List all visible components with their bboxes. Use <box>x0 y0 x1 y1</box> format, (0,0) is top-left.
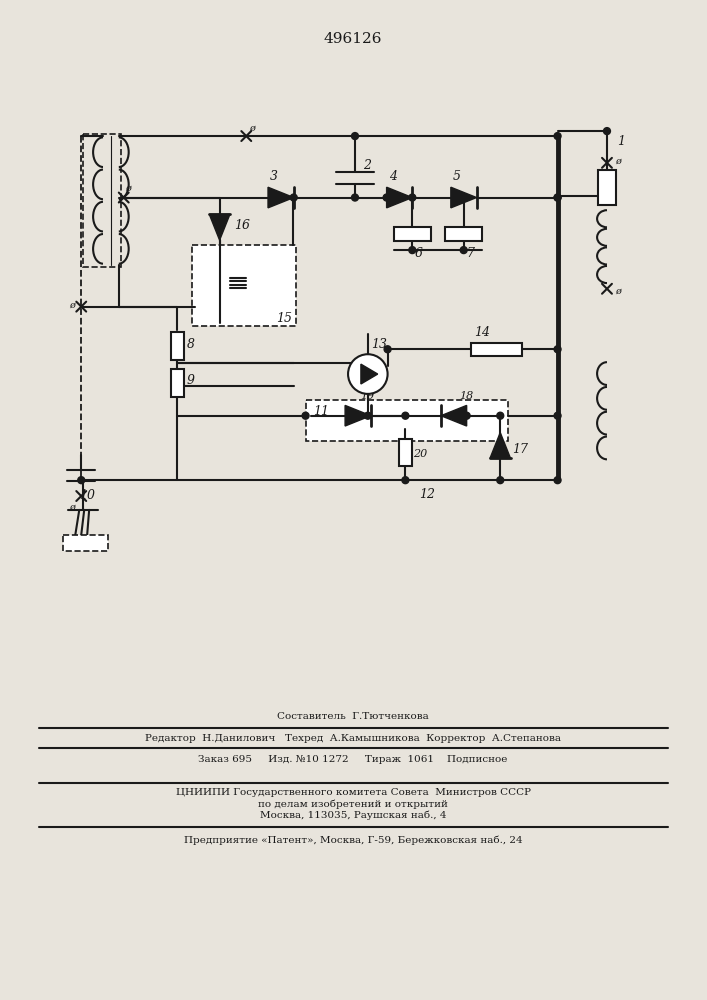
FancyBboxPatch shape <box>192 245 296 326</box>
Polygon shape <box>441 405 467 426</box>
Text: 6: 6 <box>414 247 422 260</box>
Text: ø: ø <box>124 184 131 193</box>
Bar <box>170 332 184 360</box>
FancyBboxPatch shape <box>64 535 108 551</box>
Circle shape <box>383 194 390 201</box>
Polygon shape <box>490 433 510 458</box>
Text: 13: 13 <box>370 338 387 351</box>
Text: 17: 17 <box>512 443 528 456</box>
Text: 20: 20 <box>414 449 428 459</box>
Circle shape <box>402 412 409 419</box>
Polygon shape <box>361 364 378 384</box>
Text: 8: 8 <box>187 338 195 351</box>
Circle shape <box>384 346 391 353</box>
Polygon shape <box>209 214 230 240</box>
Circle shape <box>364 412 371 419</box>
Text: ø: ø <box>615 156 621 165</box>
FancyBboxPatch shape <box>305 400 508 440</box>
Circle shape <box>554 194 561 201</box>
Text: 19: 19 <box>360 391 374 401</box>
Text: 4: 4 <box>389 170 397 183</box>
Text: Заказ 695     Изд. №10 1272     Тираж  1061    Подписное: Заказ 695 Изд. №10 1272 Тираж 1061 Подпи… <box>199 755 508 764</box>
Text: 16: 16 <box>235 219 250 232</box>
Polygon shape <box>345 405 370 426</box>
Text: Предприятие «Патент», Москва, Г-59, Бережковская наб., 24: Предприятие «Патент», Москва, Г-59, Бере… <box>184 835 522 845</box>
Bar <box>471 343 522 356</box>
Circle shape <box>604 128 610 135</box>
Text: 12: 12 <box>419 488 436 501</box>
Circle shape <box>554 194 561 201</box>
Circle shape <box>291 194 297 201</box>
Circle shape <box>348 354 387 394</box>
Text: ø: ø <box>69 502 75 511</box>
Text: 14: 14 <box>474 326 491 339</box>
Bar <box>445 227 482 241</box>
Polygon shape <box>451 187 477 208</box>
Text: 3: 3 <box>270 170 278 183</box>
Circle shape <box>302 412 309 419</box>
Text: ø: ø <box>250 124 255 133</box>
Bar <box>170 369 184 397</box>
Circle shape <box>554 477 561 484</box>
Circle shape <box>497 477 503 484</box>
Bar <box>598 170 616 205</box>
Text: 5: 5 <box>452 170 461 183</box>
Circle shape <box>463 412 470 419</box>
Polygon shape <box>387 187 412 208</box>
Text: ø: ø <box>69 301 75 310</box>
Polygon shape <box>268 187 293 208</box>
Text: 11: 11 <box>313 405 329 418</box>
Circle shape <box>554 346 561 353</box>
Text: 18: 18 <box>459 391 473 401</box>
Text: 10: 10 <box>79 489 95 502</box>
Text: 7: 7 <box>467 247 474 260</box>
Circle shape <box>554 412 561 419</box>
Text: по делам изобретений и открытий: по делам изобретений и открытий <box>258 800 448 809</box>
Circle shape <box>78 477 85 484</box>
Circle shape <box>460 247 467 254</box>
Bar <box>394 227 431 241</box>
Text: ЦНИИПИ Государственного комитета Совета  Министров СССР: ЦНИИПИ Государственного комитета Совета … <box>175 788 530 797</box>
Text: Москва, 113035, Раушская наб., 4: Москва, 113035, Раушская наб., 4 <box>259 811 446 820</box>
Circle shape <box>409 194 416 201</box>
Text: 9: 9 <box>187 374 195 387</box>
Text: Редактор  Н.Данилович   Техред  А.Камышникова  Корректор  А.Степанова: Редактор Н.Данилович Техред А.Камышников… <box>145 734 561 743</box>
Text: 496126: 496126 <box>324 32 382 46</box>
Circle shape <box>554 133 561 140</box>
Text: 2: 2 <box>363 159 371 172</box>
Circle shape <box>497 412 503 419</box>
Circle shape <box>351 133 358 140</box>
Text: ø: ø <box>615 286 621 295</box>
Text: Составитель  Г.Тютченкова: Составитель Г.Тютченкова <box>277 712 429 721</box>
Text: 15: 15 <box>276 312 292 325</box>
Circle shape <box>351 194 358 201</box>
Bar <box>399 439 411 466</box>
Circle shape <box>409 247 416 254</box>
Circle shape <box>402 477 409 484</box>
Text: 1: 1 <box>617 135 625 148</box>
